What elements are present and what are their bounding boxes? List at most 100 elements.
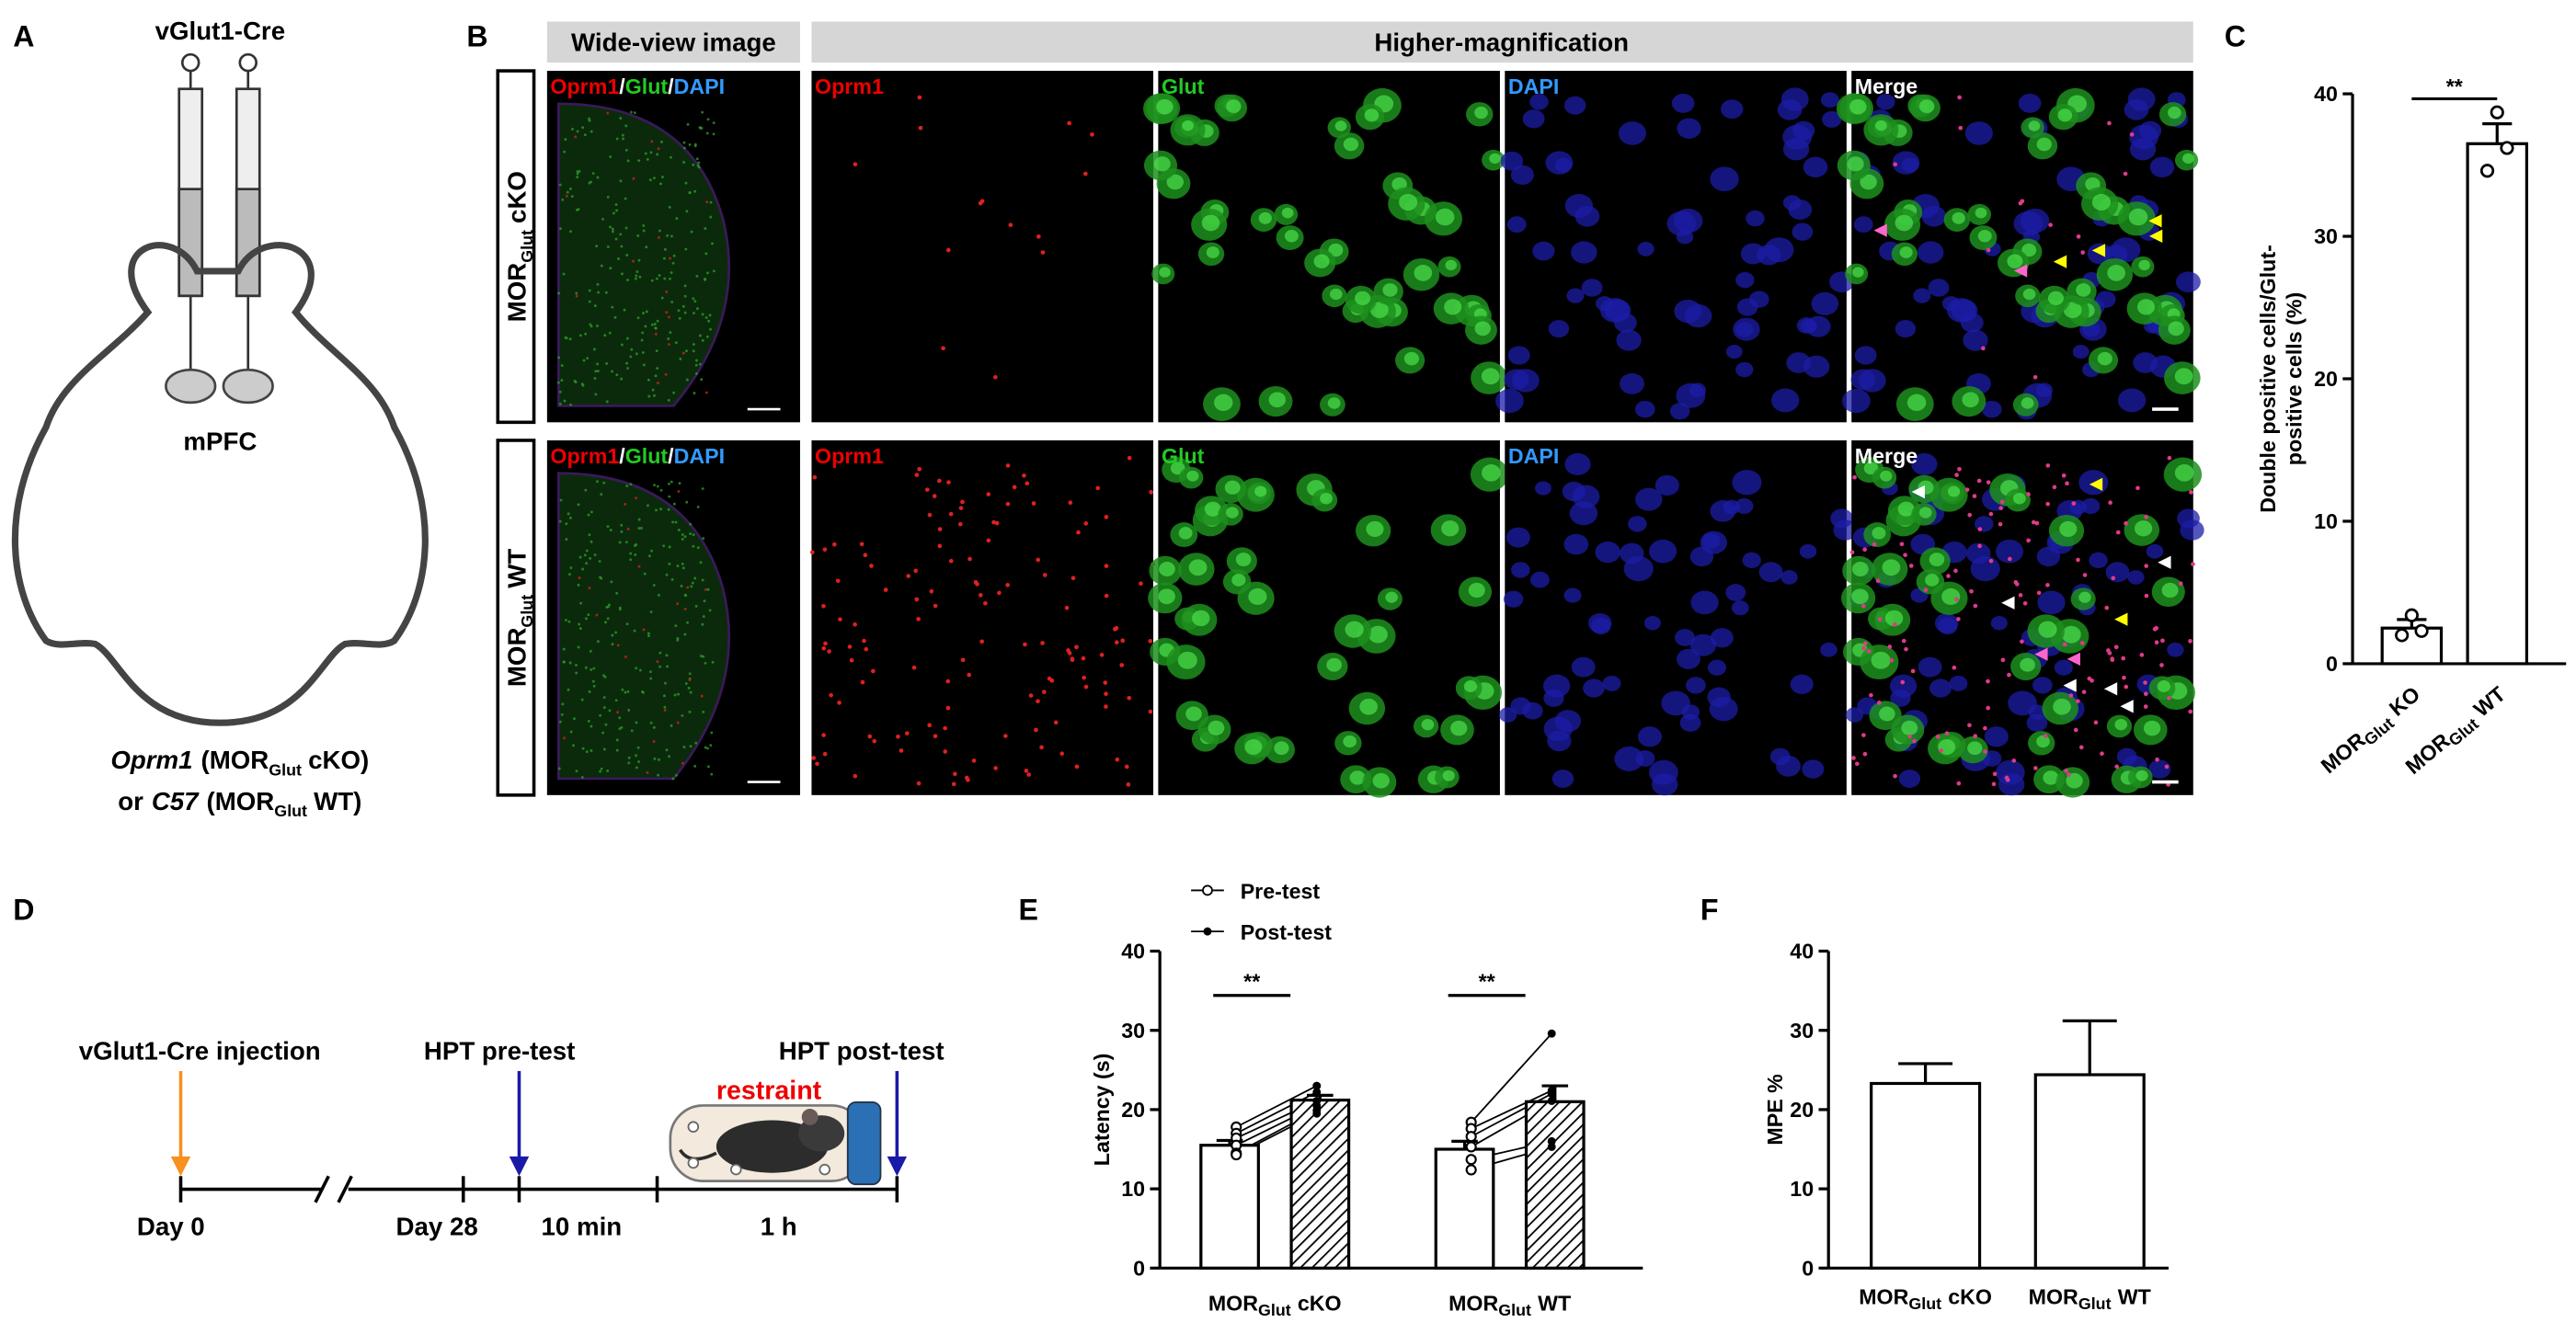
- region-label: mPFC: [183, 428, 257, 456]
- brain-outline: [11, 242, 429, 726]
- legend-marker: [1202, 884, 1213, 896]
- caption: Oprm1 (MORGlut cKO): [110, 746, 369, 779]
- y-tick-label: 40: [2314, 82, 2338, 106]
- significance: **: [2446, 74, 2464, 98]
- error-bar: [2062, 1019, 2117, 1075]
- cells: [1495, 87, 1854, 420]
- y-tick-label: 0: [1133, 1256, 1145, 1280]
- bar: [1199, 1144, 1260, 1270]
- error-bar: [1898, 1062, 1953, 1084]
- row-label: MORGlutcKO: [503, 171, 536, 322]
- data-point: [1547, 1029, 1556, 1038]
- y-tick-label: 0: [2326, 652, 2338, 676]
- data-point: [1547, 1142, 1556, 1151]
- pair-line: [1235, 1085, 1318, 1128]
- timeline: [178, 1175, 899, 1203]
- legend-marker: [1203, 927, 1212, 936]
- row-label-box: [496, 69, 536, 425]
- panel-label: F: [1700, 894, 1719, 927]
- channel-label: DAPI: [1508, 74, 1559, 98]
- time-label: Day 28: [396, 1213, 478, 1241]
- y-tick-label: 20: [2314, 367, 2338, 391]
- event-label: HPT post-test: [779, 1036, 945, 1065]
- data-point: [1312, 1088, 1322, 1097]
- data-point: [1312, 1081, 1322, 1090]
- y-axis-label: Double positive cells/Glut-: [2256, 245, 2280, 513]
- cells: [1498, 452, 1858, 796]
- data-point: [1231, 1148, 1242, 1161]
- bar: [1289, 1098, 1351, 1270]
- row-label-box: [496, 439, 536, 797]
- panel-label: A: [13, 19, 34, 52]
- data-point: [2395, 628, 2410, 643]
- event-label: vGlut1-Cre injection: [79, 1036, 321, 1065]
- cells: [1143, 87, 1507, 422]
- y-tick-label: 40: [1121, 940, 1145, 963]
- data-point: [1465, 1131, 1477, 1143]
- header: Higher-magnification: [1374, 29, 1629, 57]
- header-box: [546, 21, 800, 63]
- arrowheads: [1873, 214, 2163, 278]
- data-point: [2500, 141, 2514, 155]
- cells: [1836, 87, 2201, 422]
- treatment-label: restraint: [716, 1076, 822, 1105]
- data-point: [2479, 164, 2495, 178]
- time-label: 10 min: [542, 1213, 623, 1241]
- data-point: [1465, 1164, 1477, 1176]
- restraint-tube: [669, 1100, 882, 1186]
- y-axis-label: Latency (s): [1090, 1054, 1114, 1167]
- panel-label: E: [1019, 894, 1038, 927]
- x-tick-label: MORGlut cKO: [1208, 1292, 1342, 1319]
- bar: [2466, 142, 2529, 666]
- channel-label: Merge: [1855, 444, 1918, 468]
- y-tick-label: 20: [1121, 1098, 1145, 1122]
- wide-view: [556, 102, 731, 407]
- y-tick-label: 30: [2314, 224, 2338, 248]
- pair-line: [1471, 1089, 1552, 1130]
- arrowheads: [1911, 477, 2171, 713]
- channel-label: Glut: [1162, 444, 1205, 468]
- panel-d: vGlut1-Cre injection HPT pre-test HPT po…: [79, 1036, 945, 1240]
- y-axis-label: MPE %: [1763, 1074, 1787, 1146]
- tissue: [557, 102, 731, 407]
- time-label: 1 h: [761, 1213, 797, 1241]
- channel-label: Merge: [1855, 74, 1918, 98]
- micrographs: [546, 71, 2204, 798]
- row-label: MORGlutWT: [503, 549, 536, 688]
- data-point: [2490, 105, 2504, 120]
- cells: [1841, 452, 2204, 798]
- channel-label: Oprm1/Glut/DAPI: [550, 444, 725, 468]
- y-tick-label: 30: [1121, 1019, 1145, 1043]
- virus-label: vGlut1-Cre: [155, 17, 285, 45]
- cells: [809, 455, 1156, 787]
- channel-label: Glut: [1162, 74, 1205, 98]
- channel-label: Oprm1/Glut/DAPI: [550, 74, 725, 98]
- y-tick-label: 10: [2314, 509, 2338, 533]
- panel-b: Wide-view image Higher-magnification MOR…: [496, 21, 2204, 798]
- bar: [2380, 626, 2444, 666]
- y-tick-label: 40: [1790, 940, 1814, 963]
- header: Wide-view image: [571, 29, 776, 57]
- panel-a: vGlut1-Cre mPFC Oprm1 (MORGlut cKO) or C57(…: [11, 17, 429, 820]
- y-tick-label: 30: [1790, 1019, 1814, 1043]
- error-bar: [2482, 121, 2513, 144]
- channel-label: Oprm1: [815, 74, 884, 98]
- data-point: [1547, 1096, 1556, 1105]
- event-label: HPT pre-test: [424, 1036, 576, 1065]
- bar: [1524, 1100, 1586, 1270]
- data-point: [1465, 1141, 1477, 1153]
- significance: **: [1243, 970, 1261, 994]
- header-box: [811, 21, 2193, 63]
- charts: 0 10 20 30 40 Double positive cells/Glut-posi…: [1090, 74, 2567, 1319]
- y-axis-label: positive cells (%): [2283, 292, 2307, 465]
- injection-site: [165, 368, 217, 405]
- panel-label: D: [13, 894, 34, 927]
- syringes: [177, 52, 261, 382]
- panel-label: B: [466, 19, 487, 52]
- caption: or C57 (MORGlut WT): [118, 787, 361, 820]
- injection-site: [222, 368, 274, 405]
- legend-label: Post-test: [1241, 920, 1333, 944]
- data-point: [1465, 1154, 1477, 1166]
